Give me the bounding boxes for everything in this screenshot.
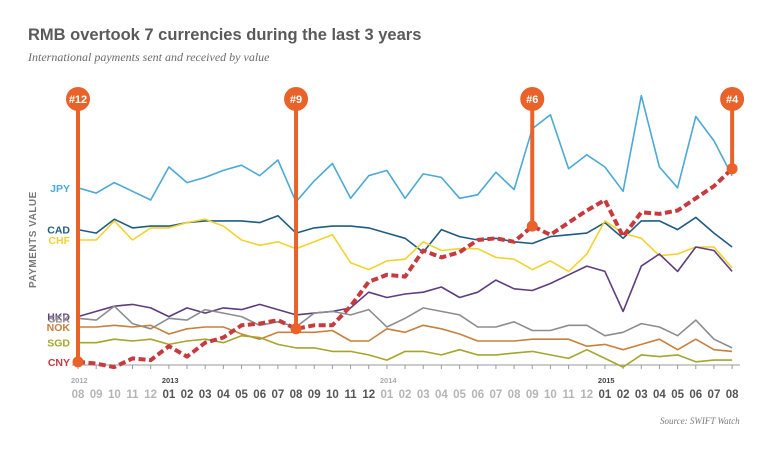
x-tick-label: 05: [671, 389, 684, 401]
x-tick-label: 11: [563, 389, 576, 401]
x-tick-label: 02: [181, 389, 194, 401]
series-line-hkd: [77, 246, 733, 318]
series-label-chf: CHF: [48, 235, 70, 247]
source-note: Source: SWIFT Watch: [660, 416, 740, 426]
annotation-badge: [720, 87, 745, 111]
x-tick-label: 08: [726, 389, 739, 401]
series-label-cny: CNY: [48, 357, 70, 369]
x-tick-label: 08: [72, 389, 85, 401]
year-label: 2014: [380, 376, 398, 385]
x-tick-label: 07: [708, 389, 721, 401]
x-tick-label: 04: [653, 389, 666, 401]
year-label: 2012: [71, 376, 88, 385]
x-tick-label: 09: [526, 389, 539, 401]
x-tick-label: 12: [362, 389, 375, 401]
series-label-jpy: JPY: [50, 183, 70, 195]
x-tick-label: 11: [126, 389, 139, 401]
chart-title: RMB overtook 7 currencies during the las…: [28, 26, 422, 44]
annotation-label: #4: [726, 94, 739, 106]
x-tick-label: 12: [144, 389, 157, 401]
x-tick-label: 06: [689, 389, 702, 401]
series-line-cny: [77, 167, 734, 370]
x-tick-label: 04: [217, 389, 230, 401]
annotation-point: [72, 356, 84, 368]
annotation-label: #12: [69, 94, 87, 106]
x-tick-label: 07: [271, 389, 284, 401]
x-tick-label: 07: [490, 389, 503, 401]
chart-subtitle: International payments sent and received…: [28, 50, 270, 64]
year-label: 2015: [598, 376, 615, 385]
x-tick-label: 02: [617, 389, 630, 401]
x-tick-label: 10: [326, 389, 339, 401]
annotation-badge: [66, 87, 90, 111]
series-line-nok: [78, 324, 733, 353]
x-tick-label: 01: [599, 389, 612, 401]
series-line-sgd: [78, 334, 733, 368]
annotation-point: [526, 220, 538, 232]
series-line-sek: [77, 305, 733, 349]
x-tick-label: 09: [308, 389, 321, 401]
x-tick-label: 03: [199, 389, 212, 401]
x-tick-label: 02: [399, 389, 412, 401]
x-tick-label: 11: [344, 389, 357, 401]
x-tick-label: 04: [435, 389, 448, 401]
x-tick-label: 06: [253, 389, 266, 401]
year-label: 2013: [162, 376, 179, 385]
x-tick-label: 03: [635, 389, 648, 401]
annotation-badge: [284, 87, 309, 111]
annotation-point: [726, 163, 738, 175]
series-line-jpy: [77, 94, 733, 203]
x-tick-label: 08: [508, 389, 521, 401]
x-tick-label: 03: [417, 389, 430, 401]
annotation-badge: [520, 87, 545, 111]
x-tick-label: 09: [90, 389, 103, 401]
series-label-cad: CAD: [47, 225, 70, 237]
series-label-sek: SEK: [48, 313, 70, 325]
x-tick-label: 05: [453, 389, 466, 401]
annotation-label: #6: [526, 94, 538, 106]
x-tick-label: 08: [290, 389, 303, 401]
x-tick-label: 01: [380, 389, 393, 401]
x-tick-label: 10: [108, 389, 121, 401]
annotation-label: #9: [290, 94, 302, 106]
x-tick-label: 01: [162, 389, 175, 401]
series-label-sgd: SGD: [47, 338, 70, 350]
annotation-point: [290, 323, 302, 335]
x-tick-label: 10: [544, 389, 557, 401]
x-tick-label: 06: [471, 389, 484, 401]
x-tick-label: 12: [580, 389, 593, 401]
x-tick-label: 05: [235, 389, 248, 401]
series-label-nok: NOK: [47, 322, 71, 334]
series-label-hkd: HKD: [47, 312, 70, 324]
